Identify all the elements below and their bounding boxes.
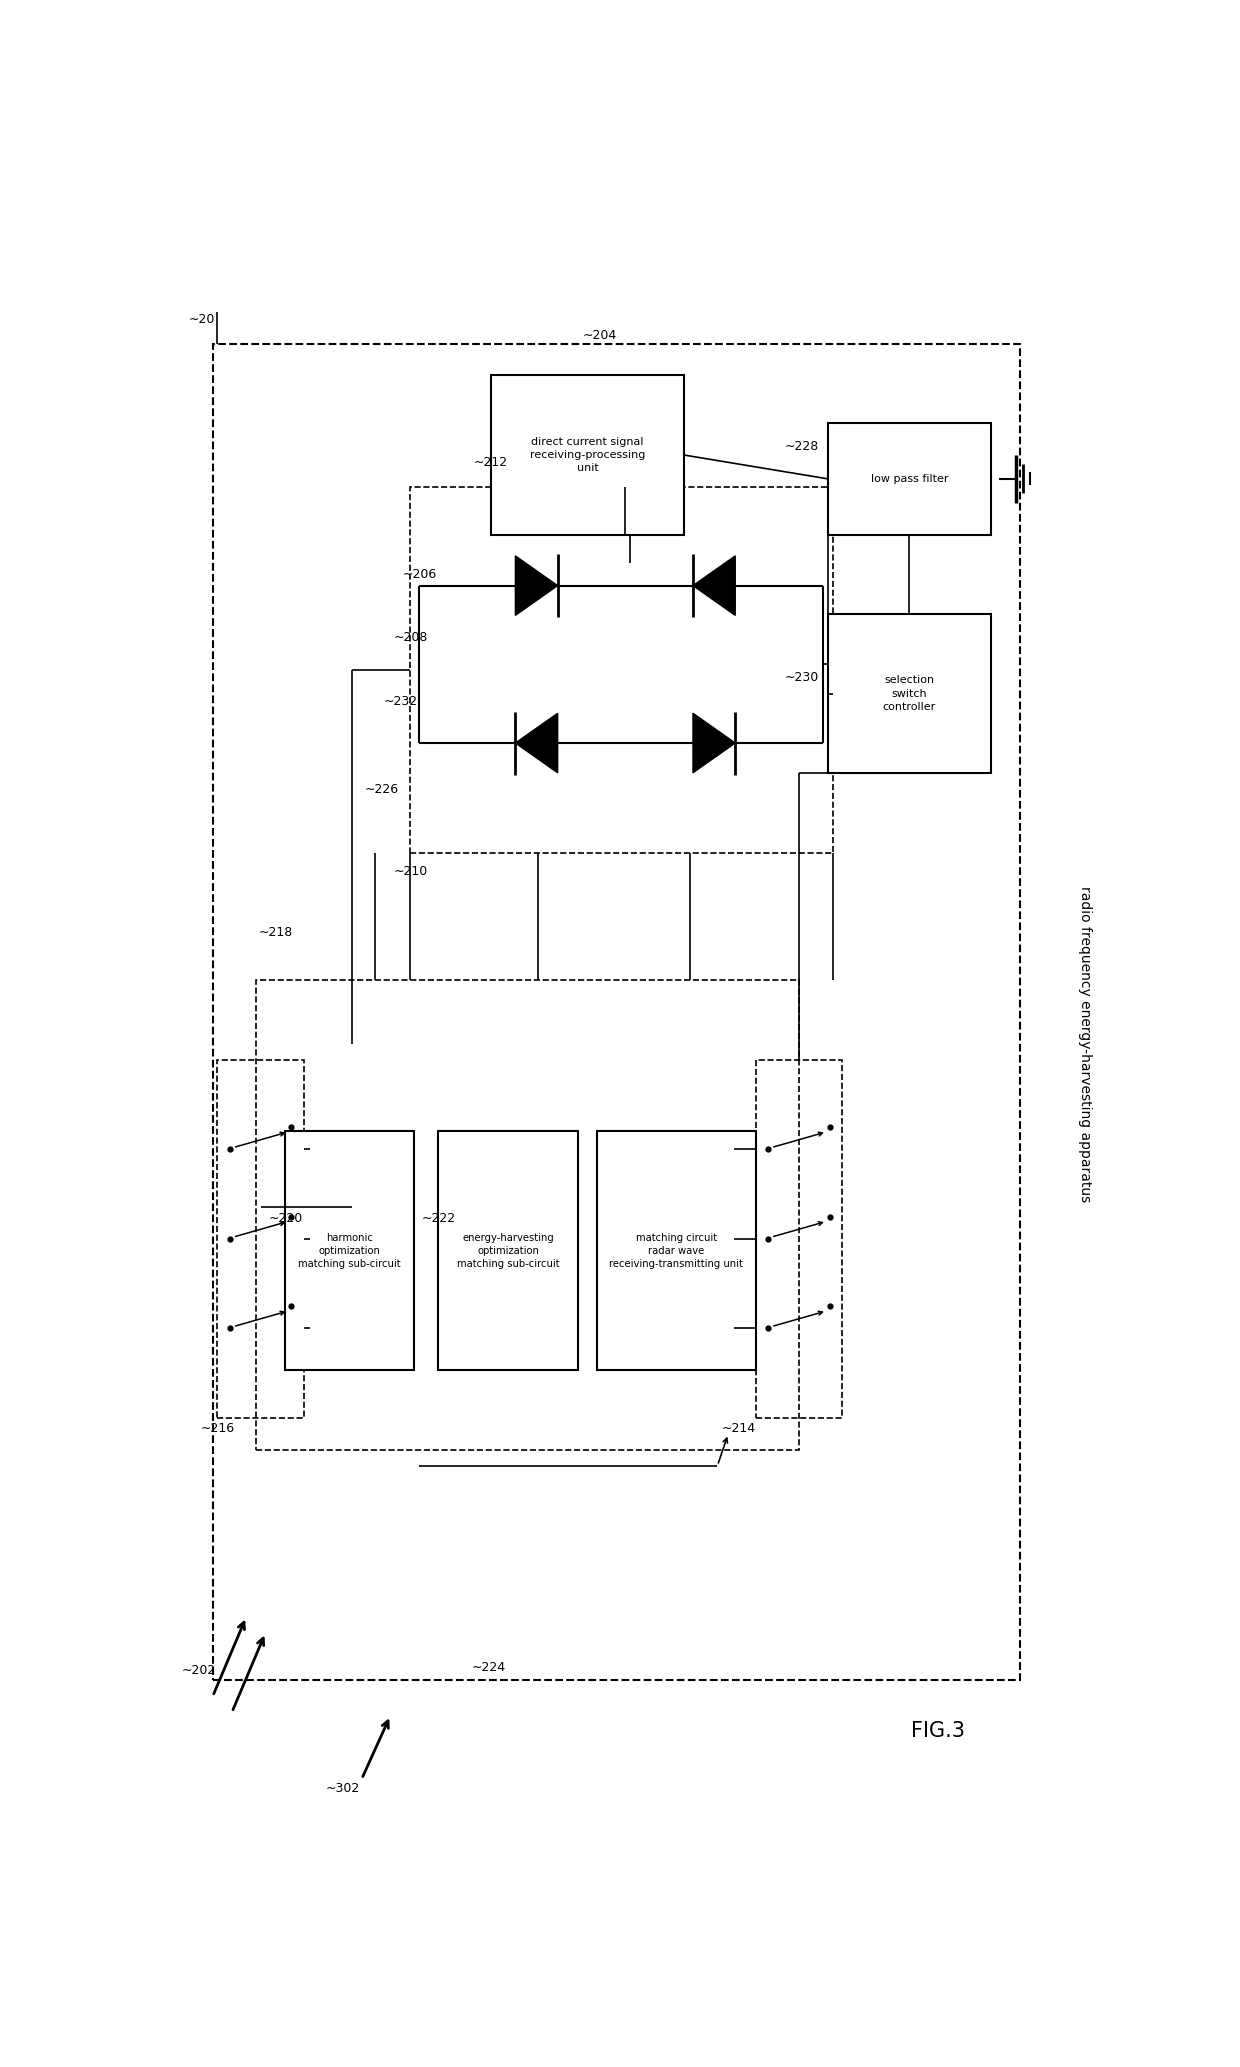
Text: ∼302: ∼302	[326, 1782, 361, 1796]
Text: ∼210: ∼210	[393, 866, 428, 878]
Text: radio frequency energy-harvesting apparatus: radio frequency energy-harvesting appara…	[1079, 887, 1092, 1201]
Bar	[255, 980, 799, 1449]
Text: ∼20: ∼20	[188, 314, 215, 327]
Text: direct current signal
receiving-processing
unit: direct current signal receiving-processi…	[529, 436, 645, 473]
Text: ∼212: ∼212	[474, 457, 508, 469]
Text: ∼220: ∼220	[268, 1213, 303, 1226]
Text: ∼228: ∼228	[785, 440, 818, 453]
Text: ∼226: ∼226	[365, 783, 398, 796]
Text: ∼216: ∼216	[201, 1422, 236, 1434]
Polygon shape	[693, 556, 735, 616]
Bar	[409, 486, 832, 854]
Bar	[596, 1131, 755, 1370]
Text: ∼206: ∼206	[403, 568, 438, 581]
Polygon shape	[516, 556, 558, 616]
Text: ∼204: ∼204	[583, 329, 616, 341]
Text: FIG.3: FIG.3	[911, 1722, 965, 1740]
Bar	[217, 1060, 304, 1418]
Text: ∼214: ∼214	[722, 1422, 756, 1434]
Text: ∼222: ∼222	[422, 1213, 456, 1226]
Text: ∼230: ∼230	[785, 672, 818, 684]
Bar	[755, 1060, 842, 1418]
Bar	[491, 376, 683, 535]
Bar	[213, 343, 1019, 1680]
Bar	[828, 424, 991, 535]
Text: harmonic
optimization
matching sub-circuit: harmonic optimization matching sub-circu…	[299, 1232, 401, 1269]
Text: ∼202: ∼202	[182, 1664, 216, 1678]
Text: ∼218: ∼218	[259, 926, 293, 938]
Text: low pass filter: low pass filter	[870, 473, 949, 484]
Text: matching circuit
radar wave
receiving-transmitting unit: matching circuit radar wave receiving-tr…	[609, 1232, 743, 1269]
Text: energy-harvesting
optimization
matching sub-circuit: energy-harvesting optimization matching …	[456, 1232, 559, 1269]
Bar	[828, 614, 991, 773]
Text: ∼208: ∼208	[393, 633, 428, 645]
Bar	[285, 1131, 414, 1370]
Text: selection
switch
controller: selection switch controller	[883, 676, 936, 711]
Text: ∼232: ∼232	[383, 695, 418, 709]
Bar	[439, 1131, 578, 1370]
Text: ∼224: ∼224	[472, 1662, 506, 1674]
Polygon shape	[516, 713, 558, 773]
Polygon shape	[693, 713, 735, 773]
